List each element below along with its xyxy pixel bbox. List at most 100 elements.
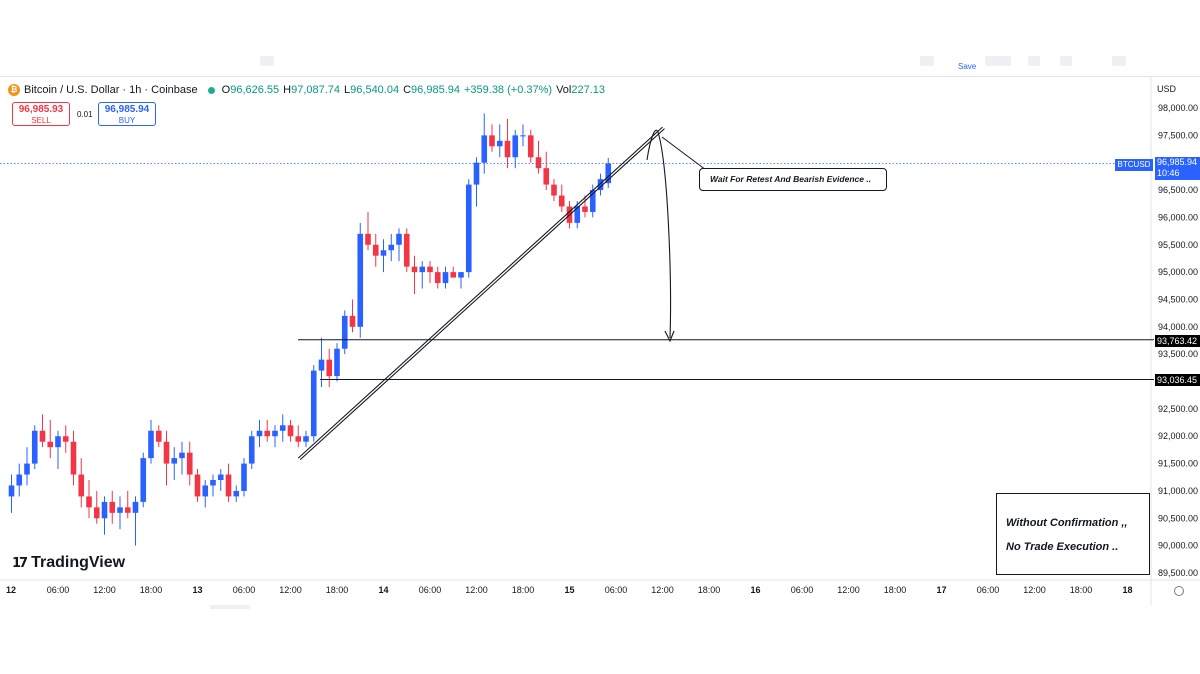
- symbol-legend: ₿ Bitcoin / U.S. Dollar · 1h · Coinbase …: [8, 84, 609, 96]
- toolbar-button[interactable]: [1028, 56, 1040, 66]
- price-tick-label: 96,500.00: [1158, 185, 1198, 195]
- candle-body: [47, 441, 54, 448]
- candle-body: [380, 250, 387, 256]
- ohlc-key: H: [283, 84, 292, 96]
- ohlc-key: Vol: [556, 84, 572, 96]
- candles: [8, 113, 612, 546]
- time-tick-label: 17: [936, 585, 946, 595]
- buy-label: BUY: [118, 116, 136, 125]
- candle-body: [520, 135, 526, 137]
- trendline: [297, 126, 663, 459]
- candle-body: [365, 233, 371, 245]
- candle-body: [419, 266, 426, 273]
- candle-body: [303, 436, 309, 442]
- candle-body: [179, 452, 185, 459]
- ohlc-value: 96,985.94: [411, 84, 460, 96]
- time-tick-label: 18:00: [1070, 585, 1093, 595]
- ohlc-values: O96,626.55 H97,087.74 L96,540.04 C96,985.94…: [222, 84, 609, 96]
- time-tick-label: 12:00: [837, 585, 860, 595]
- time-tick-label: 12:00: [465, 585, 488, 595]
- ohlc-value: 96,540.04: [350, 84, 400, 96]
- toolbar-button[interactable]: [920, 56, 934, 66]
- level-1-tag: 93,763.42: [1155, 335, 1200, 347]
- candle-body: [450, 272, 457, 278]
- time-tick-label: 18:00: [884, 585, 907, 595]
- tradingview-logo: 17 TradingView: [12, 554, 125, 572]
- candle-body: [589, 190, 596, 212]
- time-tick-label: 12:00: [1023, 585, 1046, 595]
- scroll-handle[interactable]: [210, 605, 250, 609]
- last-price-value: 96,985.94: [1157, 157, 1198, 167]
- candle-body: [186, 452, 193, 475]
- time-tick-label: 12:00: [651, 585, 674, 595]
- candle-body: [372, 244, 379, 256]
- time-axis: 12 06:00 12:00 18:00 13 06:00 12:00 18:00 14 06:0…: [6, 585, 1133, 595]
- time-tick-label: 16: [750, 585, 760, 595]
- note-line-2: No Trade Execution ..: [1006, 541, 1119, 553]
- candle-body: [295, 436, 302, 442]
- buy-button[interactable]: 96,985.94 BUY: [98, 102, 156, 126]
- bitcoin-icon: ₿: [8, 84, 20, 96]
- save-button[interactable]: Save: [958, 62, 977, 71]
- toolbar-button[interactable]: [260, 56, 274, 66]
- candle-body: [117, 507, 123, 513]
- ohlc-value: +359.38 (+0.37%): [463, 84, 553, 96]
- candle-body: [272, 430, 278, 437]
- time-tick-label: 14: [378, 585, 388, 595]
- price-tick-label: 93,500.00: [1158, 349, 1198, 359]
- time-tick-label: 18:00: [326, 585, 349, 595]
- spread-value: 0.01: [77, 110, 93, 119]
- time-tick-label: 06:00: [791, 585, 814, 595]
- time-tick-label: 06:00: [47, 585, 70, 595]
- candle-body: [93, 507, 100, 519]
- price-tick-label: 96,000.00: [1158, 212, 1198, 222]
- candle-body: [24, 463, 30, 475]
- callout-annotation[interactable]: Wait For Retest And Bearish Evidence ..: [699, 168, 887, 191]
- note-annotation[interactable]: Without Confirmation ,, No Trade Executi…: [996, 493, 1150, 575]
- toolbar-button[interactable]: [985, 56, 1011, 66]
- candle-body: [155, 430, 162, 442]
- price-tick-label: 90,500.00: [1158, 513, 1198, 523]
- time-tick-label: 13: [192, 585, 202, 595]
- time-tick-label: 18:00: [512, 585, 535, 595]
- candle-body: [78, 474, 85, 497]
- ohlc-value: 227.13: [571, 84, 606, 96]
- candle-body: [527, 135, 534, 158]
- candle-body: [39, 430, 46, 442]
- candle-body: [264, 430, 271, 437]
- currency-label[interactable]: USD: [1157, 84, 1177, 94]
- candle-body: [558, 195, 565, 207]
- candle-body: [512, 135, 519, 158]
- time-tick-label: 12: [6, 585, 16, 595]
- candle-body: [403, 233, 410, 267]
- ohlc-key: O: [221, 84, 231, 96]
- gear-icon[interactable]: [1174, 586, 1184, 596]
- toolbar-button[interactable]: [1112, 56, 1126, 66]
- price-tick-label: 95,500.00: [1158, 240, 1198, 250]
- candle-body: [504, 140, 511, 158]
- candle-body: [597, 179, 604, 191]
- arrow-head-icon: [664, 330, 675, 343]
- candle-body: [31, 430, 38, 464]
- candle-body: [574, 206, 581, 223]
- ohlc-value: 97,087.74: [291, 84, 341, 96]
- candle-body: [334, 348, 340, 377]
- sell-button[interactable]: 96,985.93 SELL: [12, 102, 70, 126]
- market-status-icon: [207, 86, 215, 94]
- symbol-title[interactable]: Bitcoin / U.S. Dollar · 1h · Coinbase: [24, 84, 198, 96]
- price-tick-label: 92,000.00: [1158, 431, 1198, 441]
- candle-body: [16, 474, 23, 486]
- callout-leader: [661, 136, 707, 171]
- candle-body: [349, 315, 356, 327]
- candle-body: [256, 430, 263, 437]
- candle-body: [55, 436, 61, 448]
- candle-body: [194, 474, 201, 497]
- trendline: [299, 128, 665, 461]
- candle-body: [241, 463, 247, 491]
- candle-body: [132, 501, 139, 513]
- price-tick-label: 94,500.00: [1158, 294, 1198, 304]
- price-tick-label: 98,000.00: [1158, 103, 1198, 113]
- time-tick-label: 06:00: [605, 585, 628, 595]
- toolbar-button[interactable]: [1060, 56, 1072, 66]
